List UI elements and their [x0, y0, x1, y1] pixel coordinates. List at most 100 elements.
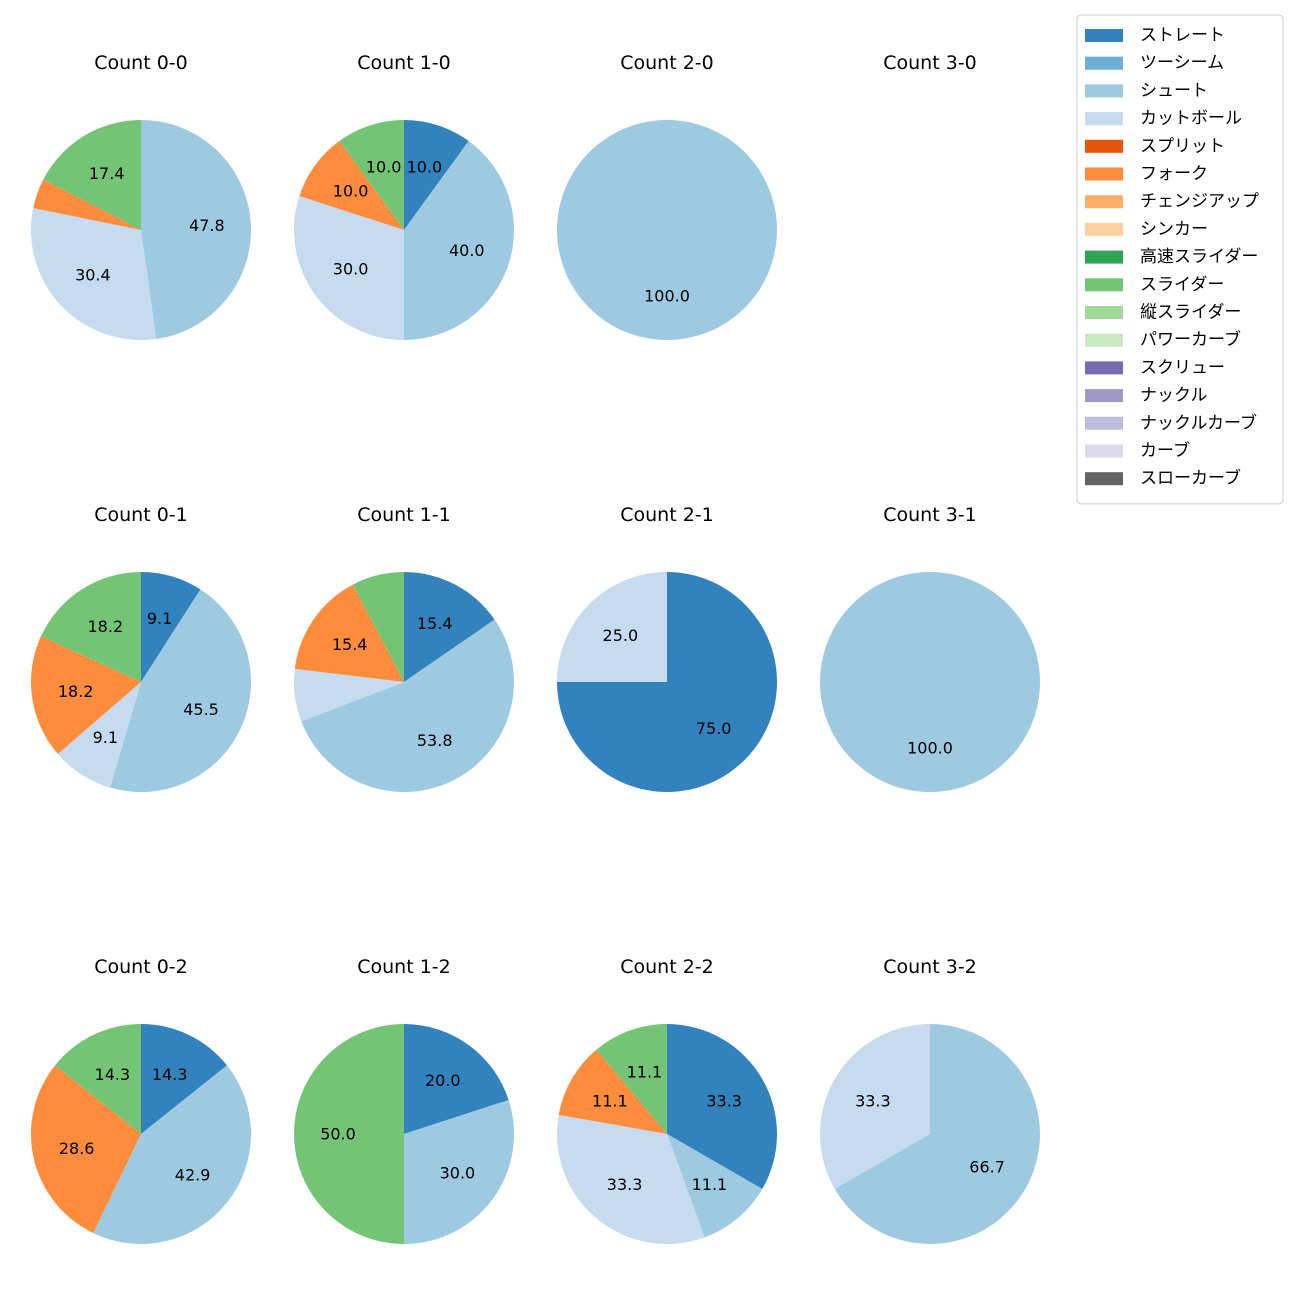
legend-swatch — [1085, 112, 1123, 126]
pie-title: Count 1-2 — [357, 956, 451, 978]
slice-label: 14.3 — [152, 1065, 188, 1084]
legend-label: ストレート — [1140, 26, 1225, 46]
slice-label: 30.0 — [440, 1163, 476, 1182]
pie-slice — [294, 584, 404, 682]
pie-slice — [141, 572, 201, 682]
legend-swatch — [1085, 361, 1123, 375]
slice-label: 33.3 — [855, 1091, 891, 1110]
legend-label: チェンジアップ — [1140, 192, 1259, 212]
pie-count-1-1: Count 1-1 15.4 53.8 15.4 — [293, 504, 514, 792]
pie-count-1-2: Count 1-2 20.0 30.0 50.0 — [294, 956, 515, 1244]
legend-label: スプリット — [1140, 136, 1225, 156]
pie-count-3-0: Count 3-0 — [883, 52, 977, 74]
legend-swatch — [1085, 29, 1123, 42]
slice-label: 15.4 — [332, 635, 368, 654]
pie-slice — [110, 589, 251, 792]
legend-label: 縦スライダー — [1140, 303, 1241, 323]
pie-slice — [558, 1049, 667, 1134]
pie-slice — [141, 120, 251, 339]
pie-slice — [557, 120, 777, 340]
legend-swatch — [1085, 84, 1123, 98]
legend-swatch — [1085, 222, 1123, 236]
slice-label: 18.2 — [88, 617, 124, 636]
legend-label: カットボール — [1140, 109, 1242, 129]
slice-label: 10.0 — [333, 182, 369, 201]
pie-count-2-0: Count 2-0 100.0 — [557, 52, 777, 340]
legend-swatch — [1085, 195, 1123, 209]
legend-label: パワーカーブ — [1140, 329, 1241, 350]
slice-label: 50.0 — [320, 1125, 356, 1144]
legend-swatch — [1085, 278, 1123, 292]
pie-title: Count 1-0 — [357, 52, 451, 74]
pie-title: Count 1-1 — [357, 504, 451, 526]
pie-title: Count 0-1 — [94, 504, 188, 526]
pie-count-3-1: Count 3-1 100.0 — [820, 504, 1040, 792]
legend-swatch — [1085, 416, 1123, 430]
pie-count-0-2: Count 0-2 14.3 42.9 28.6 14.3 — [31, 956, 251, 1245]
slice-label: 9.1 — [147, 609, 172, 628]
legend-swatch — [1085, 444, 1123, 458]
pie-slice — [293, 668, 404, 722]
legend-label: カーブ — [1140, 440, 1190, 461]
pie-slice — [404, 1100, 515, 1244]
pie-slice — [667, 1134, 763, 1238]
pie-title: Count 0-0 — [94, 52, 188, 74]
legend-swatch — [1085, 333, 1123, 347]
slice-label: 17.4 — [89, 164, 125, 183]
pie-count-0-1: Count 0-1 9.1 45.5 9.1 18.2 18.2 — [31, 504, 251, 792]
pie-count-2-1: Count 2-1 75.0 25.0 — [557, 504, 777, 792]
legend-swatch — [1085, 139, 1123, 153]
slice-label: 53.8 — [417, 731, 453, 750]
legend-label: フォーク — [1140, 164, 1208, 184]
slice-label: 25.0 — [603, 626, 639, 645]
legend-label: ナックルカーブ — [1140, 412, 1257, 433]
pie-slice — [301, 619, 514, 792]
legend-swatch — [1085, 472, 1123, 486]
pie-slice — [667, 1024, 777, 1189]
pie-title: Count 2-2 — [620, 956, 714, 978]
pie-slice — [40, 571, 141, 682]
pie-slice — [339, 120, 404, 230]
slice-label: 28.6 — [59, 1139, 95, 1158]
pie-slice — [293, 196, 404, 341]
slice-label: 40.0 — [449, 241, 485, 260]
pie-slice — [834, 1024, 1040, 1244]
pie-title: Count 2-0 — [620, 52, 714, 74]
pie-title: Count 0-2 — [94, 956, 188, 978]
legend-label: スライダー — [1140, 275, 1224, 295]
legend-frame — [1076, 14, 1284, 505]
legend-label: シュート — [1140, 81, 1208, 101]
slice-label: 20.0 — [425, 1071, 461, 1090]
slice-label: 15.4 — [417, 614, 453, 633]
slice-label: 47.8 — [189, 216, 225, 235]
slice-label: 14.3 — [95, 1065, 131, 1084]
pie-slice — [55, 1024, 141, 1134]
slice-label: 100.0 — [907, 739, 953, 758]
pie-slice — [141, 1024, 227, 1134]
slice-label: 9.1 — [93, 728, 118, 747]
slice-label: 10.0 — [407, 158, 443, 177]
legend-label: ナックル — [1140, 386, 1208, 406]
slice-label: 33.3 — [706, 1092, 742, 1111]
legend-label: スクリュー — [1140, 358, 1225, 378]
pie-title: Count 3-1 — [883, 504, 977, 526]
pie-title: Count 3-2 — [883, 956, 977, 978]
legend-swatch — [1085, 167, 1123, 181]
pie-count-0-0: Count 0-0 47.8 30.4 17.4 — [31, 52, 251, 340]
slice-label: 30.0 — [333, 259, 369, 278]
pie-slice — [819, 1023, 930, 1189]
pie-slice — [31, 1065, 141, 1234]
legend-swatch — [1085, 306, 1123, 319]
slice-label: 10.0 — [366, 158, 402, 177]
slice-label: 100.0 — [644, 287, 690, 306]
legend-swatch — [1085, 389, 1123, 403]
slice-label: 11.1 — [692, 1175, 728, 1194]
slice-label: 42.9 — [175, 1166, 211, 1185]
pie-slice — [294, 1024, 404, 1244]
pie-slice — [57, 682, 142, 788]
legend-swatch — [1085, 56, 1123, 70]
pie-count-2-2: Count 2-2 33.3 11.1 33.3 11.1 11.1 — [556, 956, 777, 1245]
pie-slice — [31, 636, 142, 755]
pie-slice — [404, 120, 469, 230]
